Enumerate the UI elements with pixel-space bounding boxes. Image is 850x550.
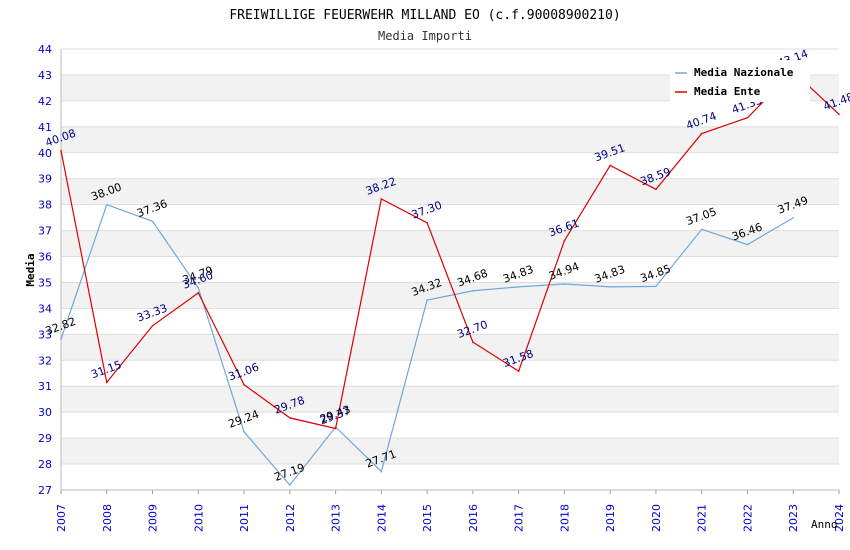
data-point-media-ente — [838, 113, 840, 116]
y-tick-label: 39 — [38, 173, 52, 186]
data-point-media-ente — [243, 383, 245, 386]
grid-band — [61, 178, 839, 205]
x-tick-label: 2017 — [513, 504, 526, 532]
y-tick-label: 41 — [38, 121, 52, 134]
data-point-media-nazionale — [151, 220, 154, 223]
data-point-media-nazionale — [426, 299, 428, 301]
y-tick-label: 38 — [38, 199, 52, 212]
data-point-media-nazionale — [289, 484, 291, 486]
x-tick-label: 2009 — [147, 504, 160, 532]
x-tick-label: 2020 — [650, 504, 663, 532]
data-point-media-ente — [197, 292, 200, 294]
data-point-media-ente — [563, 239, 566, 242]
grid-band — [61, 438, 839, 465]
data-point-media-ente — [334, 427, 337, 430]
x-tick-label: 2018 — [558, 504, 571, 532]
x-tick-label: 2015 — [421, 504, 434, 532]
data-point-media-nazionale — [609, 286, 611, 288]
x-tick-label: 2013 — [330, 504, 343, 532]
x-tick-label: 2024 — [833, 504, 846, 532]
x-tick-label: 2021 — [696, 504, 709, 532]
data-point-media-ente — [380, 198, 383, 200]
data-point-media-nazionale — [105, 203, 108, 206]
data-point-media-ente — [472, 341, 474, 343]
data-point-media-nazionale — [700, 228, 703, 231]
x-tick-label: 2011 — [238, 504, 251, 532]
data-point-media-ente — [746, 116, 749, 119]
y-tick-label: 35 — [38, 276, 52, 289]
data-point-media-nazionale — [792, 217, 795, 219]
grid-band — [61, 386, 839, 413]
y-tick-label: 40 — [38, 147, 52, 160]
x-tick-label: 2008 — [101, 504, 114, 532]
legend: Media Nazionale Media Ente — [670, 60, 810, 102]
y-axis-label: Media — [24, 253, 37, 286]
y-tick-label: 27 — [38, 484, 52, 497]
y-tick-label: 37 — [38, 225, 52, 238]
y-tick-label: 30 — [38, 406, 52, 419]
y-tick-label: 29 — [38, 432, 52, 445]
grid-band — [61, 334, 839, 361]
data-point-media-nazionale — [60, 338, 62, 340]
data-point-media-nazionale — [746, 243, 749, 246]
data-point-media-nazionale — [197, 287, 200, 289]
data-point-media-nazionale — [517, 286, 520, 288]
legend-label-media-ente: Media Ente — [694, 85, 761, 98]
grid-band — [61, 126, 839, 153]
x-tick-label: 2016 — [467, 504, 480, 532]
data-point-media-ente — [289, 417, 291, 419]
series-group — [60, 70, 840, 487]
x-tick-label: 2014 — [375, 504, 388, 532]
x-tick-label: 2019 — [604, 504, 617, 532]
y-tick-label: 33 — [38, 328, 52, 341]
x-tick-label: 2023 — [787, 504, 800, 532]
data-point-media-nazionale — [655, 285, 657, 288]
y-tick-label: 34 — [38, 302, 52, 315]
grid-band — [61, 230, 839, 257]
y-tick-label: 44 — [38, 43, 52, 56]
y-tick-label: 28 — [38, 458, 52, 471]
x-axis-label: Anno — [811, 518, 838, 531]
x-tick-label: 2022 — [741, 504, 754, 532]
chart-title: FREIWILLIGE FEUERWEHR MILLAND EO (c.f.90… — [229, 8, 620, 23]
y-tick-label: 42 — [38, 95, 52, 108]
data-point-media-ente — [60, 149, 62, 152]
y-tick-label: 31 — [38, 380, 52, 393]
series-line-media-ente — [60, 70, 840, 430]
data-point-media-nazionale — [563, 283, 566, 285]
legend-background — [670, 60, 810, 102]
data-point-media-ente — [517, 370, 520, 372]
axes — [60, 49, 840, 494]
y-tick-label: 32 — [38, 354, 52, 367]
y-tick-labels: 27 28 29 30 31 32 33 34 35 36 37 38 39 40 41 42 43 44 — [38, 43, 52, 497]
x-tick-label: 2007 — [55, 504, 68, 532]
grid-lines — [61, 48, 839, 491]
x-tick-labels: 2007 2008 2009 2010 2011 2012 2013 2014 2015 2016… — [55, 504, 846, 532]
data-point-media-nazionale — [243, 431, 245, 433]
data-point-media-ente — [700, 132, 703, 135]
data-point-media-ente — [609, 164, 611, 167]
x-tick-label: 2010 — [192, 504, 205, 532]
data-point-media-nazionale — [472, 289, 474, 292]
data-point-media-nazionale — [380, 470, 383, 473]
data-point-media-ente — [151, 324, 154, 327]
data-point-media-ente — [655, 188, 657, 191]
legend-label-media-nazionale: Media Nazionale — [694, 66, 794, 79]
y-tick-label: 43 — [38, 69, 52, 82]
chart-subtitle: Media Importi — [378, 29, 472, 43]
y-tick-label: 36 — [38, 251, 52, 264]
data-point-media-ente — [105, 381, 108, 384]
x-tick-label: 2012 — [284, 504, 297, 532]
data-point-media-ente — [426, 222, 428, 224]
